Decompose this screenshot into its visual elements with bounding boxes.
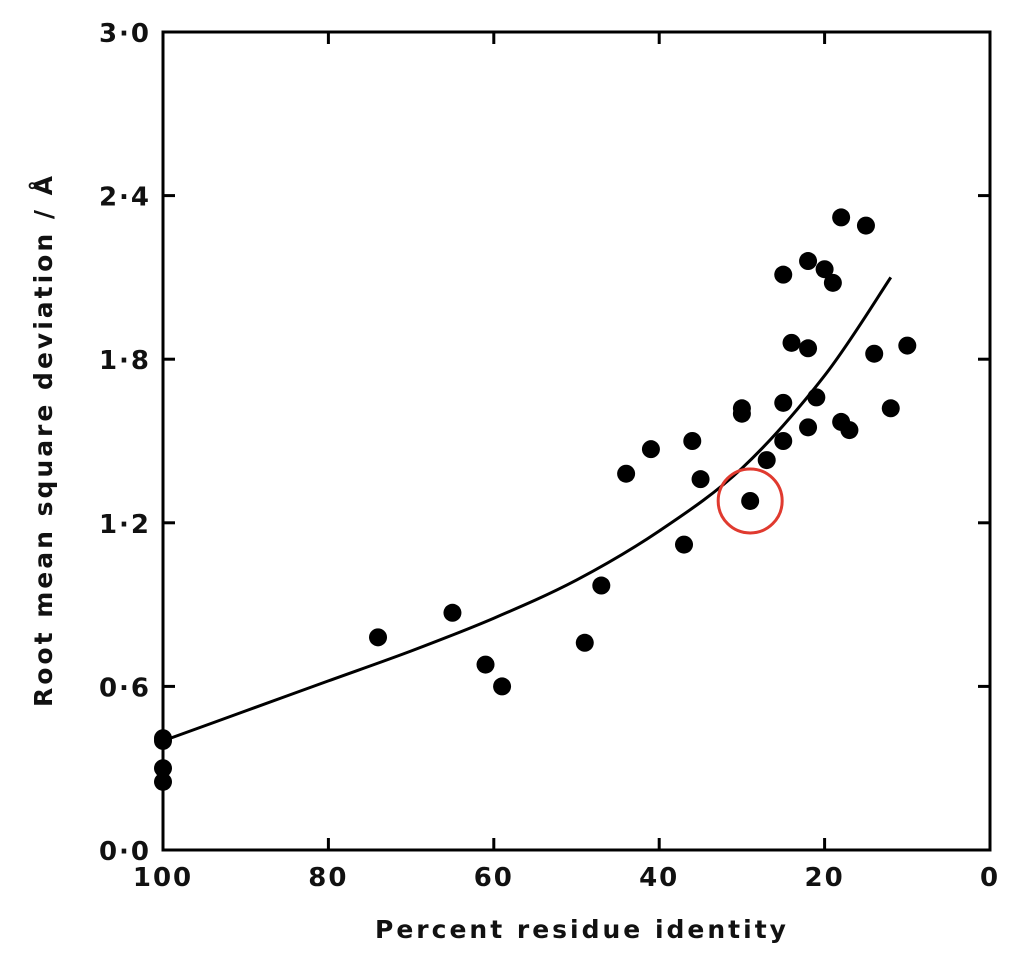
data-point [774, 265, 793, 284]
data-point [823, 273, 842, 292]
data-point [683, 432, 702, 450]
data-point [154, 731, 172, 750]
data-point [774, 432, 793, 450]
data-point [369, 628, 388, 647]
data-points [154, 208, 917, 791]
data-point [856, 216, 875, 235]
x-tick-label: 80 [308, 863, 348, 893]
x-tick-label: 40 [639, 863, 679, 893]
y-tick-label: 3·0 [99, 19, 151, 49]
data-point [691, 470, 710, 489]
data-point [592, 576, 611, 595]
data-point [732, 404, 751, 423]
data-point [757, 451, 776, 470]
data-point [807, 388, 826, 407]
plot-frame [161, 30, 992, 852]
data-point [575, 633, 594, 652]
x-axis: 100 80 60 40 20 0 [133, 32, 1000, 893]
data-point [840, 421, 859, 440]
data-point [493, 677, 512, 696]
data-point [865, 344, 884, 363]
data-point [774, 393, 793, 412]
data-point [741, 491, 760, 510]
data-point [799, 339, 818, 358]
x-tick-label: 60 [474, 863, 514, 893]
x-axis-label: Percent residue identity [375, 915, 789, 944]
data-point [799, 252, 818, 271]
fit-curve [162, 276, 893, 743]
y-tick-label: 0·0 [99, 837, 151, 867]
data-point [815, 260, 834, 279]
data-point [641, 440, 660, 459]
data-point [832, 208, 851, 227]
x-tick-label: 20 [805, 863, 845, 893]
data-point [782, 333, 801, 352]
y-tick-label: 0·6 [99, 673, 151, 703]
data-point [476, 655, 495, 674]
y-tick-label: 1·2 [99, 510, 151, 540]
data-point [799, 418, 818, 437]
y-tick-label: 2·4 [99, 183, 151, 213]
highlight-ring [716, 467, 784, 535]
data-point [617, 464, 636, 483]
data-point [154, 772, 172, 791]
data-point [154, 759, 172, 778]
data-point [675, 535, 694, 554]
data-point [898, 336, 917, 355]
y-tick-label: 1·8 [99, 346, 151, 376]
data-point [443, 603, 462, 622]
y-axis: 0·0 0·6 1·2 1·8 2·4 3·0 [99, 19, 990, 867]
x-tick-label: 100 [133, 863, 193, 893]
x-tick-label: 0 [980, 863, 1000, 893]
y-axis-label: Root mean square deviation / Å [29, 173, 58, 707]
data-point [881, 399, 900, 418]
